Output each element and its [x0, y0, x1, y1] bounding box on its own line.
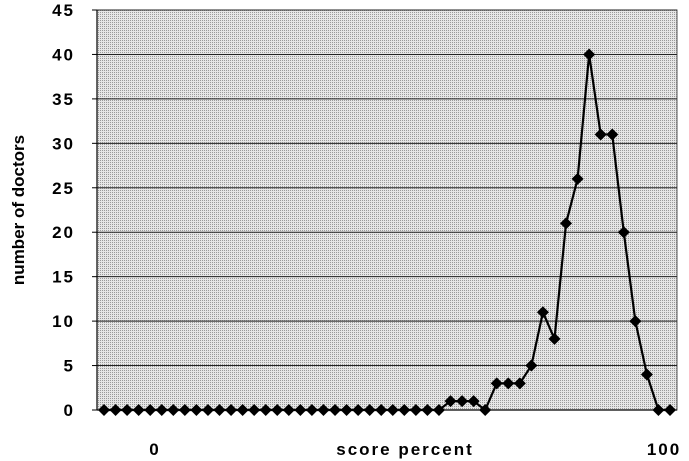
data-point	[213, 404, 226, 416]
data-point	[444, 395, 457, 408]
y-tick-label: 5	[64, 357, 75, 376]
y-tick-label: 35	[52, 90, 75, 109]
data-point	[536, 306, 549, 319]
data-point	[201, 404, 214, 416]
data-point	[167, 404, 180, 416]
x-axis: 0 100	[149, 440, 681, 459]
data-point	[594, 128, 607, 141]
data-point	[398, 404, 411, 416]
data-point	[479, 404, 492, 416]
gridlines	[97, 9, 677, 411]
data-point	[560, 217, 573, 230]
data-point	[98, 404, 110, 416]
x-tick-label: 0	[149, 440, 160, 459]
data-point	[664, 404, 676, 416]
data-point	[640, 368, 653, 381]
data-point	[248, 404, 261, 416]
series-line	[98, 48, 676, 416]
data-point	[467, 395, 480, 408]
data-point	[144, 404, 157, 416]
data-point	[340, 404, 353, 416]
data-point	[571, 172, 584, 185]
data-point	[259, 404, 272, 416]
data-point	[282, 404, 295, 416]
x-axis-title: score percent	[336, 440, 474, 459]
y-tick-label: 20	[52, 223, 75, 242]
data-point	[525, 359, 538, 372]
data-point	[502, 377, 515, 390]
data-point	[190, 404, 203, 416]
data-point	[236, 404, 249, 416]
data-point	[225, 404, 238, 416]
data-point	[409, 404, 422, 416]
y-tick-label: 45	[52, 1, 75, 20]
data-point	[132, 404, 145, 416]
data-point	[548, 332, 561, 345]
x-tick-label: 100	[647, 440, 681, 459]
data-point	[386, 404, 399, 416]
data-point	[421, 404, 434, 416]
y-tick-label: 15	[52, 268, 75, 287]
data-point	[109, 404, 122, 416]
data-point	[317, 404, 330, 416]
data-point	[617, 226, 630, 239]
data-point	[629, 315, 642, 328]
data-point	[583, 48, 596, 61]
data-point	[456, 395, 469, 408]
y-axis-title: number of doctors	[9, 135, 28, 285]
data-point	[606, 128, 619, 141]
data-point	[652, 404, 665, 416]
data-point	[271, 404, 284, 416]
data-point	[352, 404, 365, 416]
data-point	[375, 404, 388, 416]
y-tick-label: 25	[52, 179, 75, 198]
data-point	[305, 404, 318, 416]
data-point	[432, 404, 445, 416]
plot-area	[96, 9, 678, 411]
data-point	[513, 377, 526, 390]
data-point	[155, 404, 168, 416]
y-axis: 0 5 10 15 20 25 30 35 40 45	[52, 1, 677, 420]
y-tick-label: 30	[52, 134, 75, 153]
y-tick-label: 0	[64, 401, 75, 420]
data-point	[294, 404, 307, 416]
data-point	[363, 404, 376, 416]
data-point	[490, 377, 503, 390]
data-point	[121, 404, 134, 416]
data-point	[329, 404, 342, 416]
data-point	[178, 404, 191, 416]
y-tick-label: 40	[52, 45, 75, 64]
y-tick-label: 10	[52, 312, 75, 331]
